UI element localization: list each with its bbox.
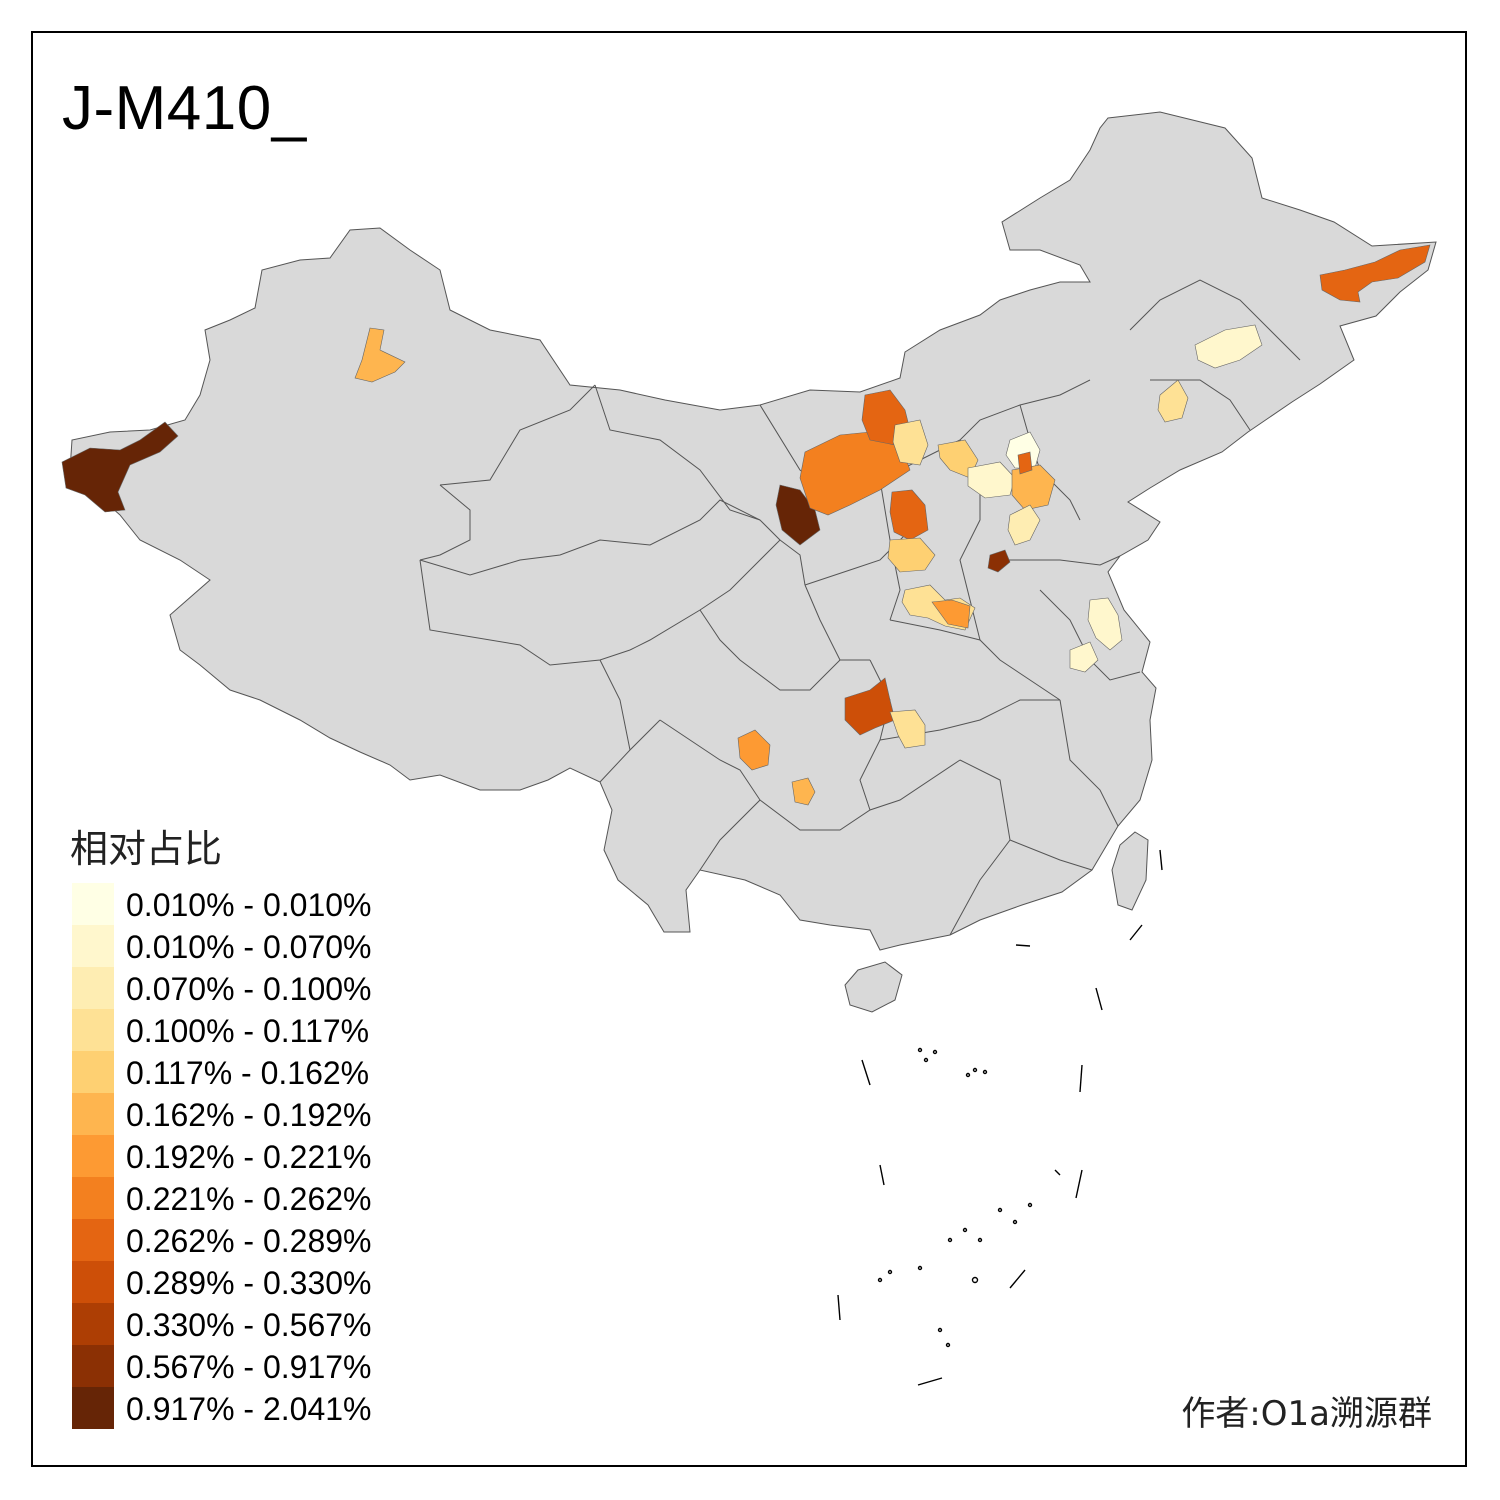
legend-swatch [72, 1093, 114, 1135]
legend-label: 0.070% - 0.100% [126, 971, 372, 1007]
china-mainland [69, 111, 1437, 951]
region-heilongjiang-east [1319, 244, 1431, 303]
region-hubei-mid [889, 709, 926, 749]
legend-swatch [72, 1261, 114, 1303]
taiwan-island [1111, 831, 1149, 911]
legend-swatch [72, 883, 114, 925]
map-frame [31, 31, 1467, 1467]
region-shandong-west [1007, 504, 1041, 546]
region-hebei-east [1011, 464, 1056, 511]
legend-label: 0.192% - 0.221% [126, 1139, 372, 1175]
legend-swatch [72, 1009, 114, 1051]
region-north-xinjiang [354, 327, 406, 383]
region-hebei-mid [967, 461, 1016, 499]
legend-label: 0.262% - 0.289% [126, 1223, 372, 1259]
legend-label: 0.917% - 2.041% [126, 1391, 372, 1427]
hainan-island [844, 961, 903, 1013]
region-ningxia-area [775, 484, 821, 546]
choropleth-regions [61, 244, 1431, 806]
legend-swatch [72, 1345, 114, 1387]
legend-label: 0.330% - 0.567% [126, 1307, 372, 1343]
legend-title: 相对占比 [70, 827, 223, 871]
region-jilin-area [1194, 324, 1263, 369]
region-guizhou-area [791, 777, 816, 806]
region-inner-mongolia-west [799, 431, 911, 516]
legend-label: 0.289% - 0.330% [126, 1265, 372, 1301]
south-china-sea-marks [837, 849, 1163, 1386]
legend-label: 0.010% - 0.010% [126, 887, 372, 923]
region-sichuan-mid [737, 729, 771, 771]
legend-swatch [72, 1387, 114, 1429]
region-henan-mid [931, 599, 971, 629]
legend-label: 0.162% - 0.192% [126, 1097, 372, 1133]
legend-swatch [72, 1219, 114, 1261]
legend-label: 0.567% - 0.917% [126, 1349, 372, 1385]
region-tianjin-area [1017, 451, 1033, 475]
legend-label: 0.100% - 0.117% [126, 1013, 370, 1049]
region-jiangsu-mid [1069, 641, 1099, 673]
region-shanxi-mid [889, 489, 929, 541]
region-liaoning-area [1157, 379, 1189, 423]
region-hebei-south [987, 549, 1011, 573]
legend-swatch [72, 967, 114, 1009]
author-credit: 作者:O1a溯源群 [1181, 1394, 1432, 1434]
legend-label: 0.117% - 0.162% [126, 1055, 370, 1091]
legend-swatch [72, 1051, 114, 1093]
region-shanxi-south [887, 537, 936, 573]
legend-label: 0.010% - 0.070% [126, 929, 372, 965]
region-west-xinjiang [61, 421, 179, 513]
legend-label: 0.221% - 0.262% [126, 1181, 372, 1217]
region-inner-mongolia-east [892, 419, 929, 466]
legend-swatch [72, 1177, 114, 1219]
legend-swatch [72, 925, 114, 967]
legend-swatch [72, 1135, 114, 1177]
legend-swatch [72, 1303, 114, 1345]
region-jiangsu-north [1087, 597, 1123, 651]
map-title: J-M410_ [62, 74, 307, 143]
